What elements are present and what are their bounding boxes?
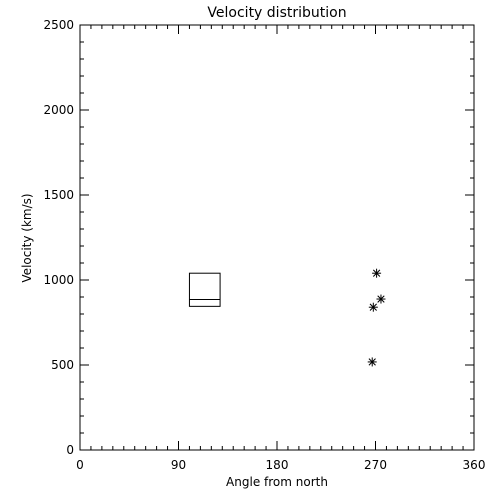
y-tick-label: 2500 [43,18,74,32]
chart-title: Velocity distribution [207,5,346,21]
data-points [367,268,386,367]
y-tick-label: 1500 [43,188,74,202]
y-tick-label: 500 [51,358,74,372]
y-axis-label: Velocity (km/s) [20,193,34,282]
x-tick-label: 180 [266,458,289,472]
velocity-box [188,272,221,307]
x-tick-label: 270 [364,458,387,472]
asterisk-stroke [369,303,377,311]
data-point [376,294,386,304]
asterisk-stroke [368,358,376,366]
x-tick-label: 360 [463,458,486,472]
y-tick-labels: 0 500 1000 1500 2000 2500 [43,18,74,457]
y-tick-label: 2000 [43,103,74,117]
data-point [367,357,377,367]
x-axis-label: Angle from north [226,475,328,489]
data-point [368,302,378,312]
box-rect [188,272,221,307]
asterisk-stroke [377,295,385,303]
plot-frame [79,24,475,451]
data-point [372,268,382,278]
axis-ticks [80,25,474,450]
y-tick-label: 1000 [43,273,74,287]
x-tick-label: 90 [171,458,186,472]
x-tick-labels: 0 90 180 270 360 [76,458,485,472]
y-tick-label: 0 [66,443,74,457]
asterisk-stroke [372,269,381,277]
x-tick-label: 0 [76,458,84,472]
